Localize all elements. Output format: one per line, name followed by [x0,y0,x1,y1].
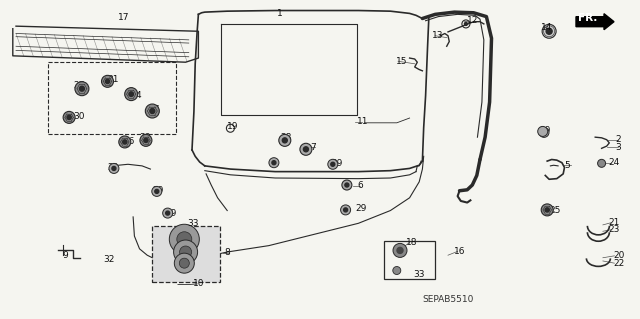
Text: 1: 1 [276,9,282,18]
Circle shape [150,108,155,114]
Circle shape [545,208,549,212]
Text: 33: 33 [413,270,424,279]
Circle shape [546,28,552,34]
Text: 6: 6 [357,181,363,190]
Text: 3: 3 [616,143,621,152]
Circle shape [129,92,134,96]
Text: 26: 26 [123,137,134,146]
Text: 18: 18 [406,238,418,247]
Circle shape [140,134,152,146]
Text: 22: 22 [613,259,625,268]
Circle shape [166,211,170,215]
Circle shape [177,232,192,247]
Circle shape [163,208,173,218]
Text: 33: 33 [187,219,198,228]
Bar [384,241,435,279]
Circle shape [340,205,351,215]
Circle shape [542,130,546,134]
Polygon shape [576,14,614,30]
Text: 29: 29 [108,163,119,172]
Circle shape [112,167,116,170]
Text: 14: 14 [541,23,552,32]
Text: 29: 29 [165,209,177,218]
Circle shape [397,248,403,253]
Circle shape [179,258,189,268]
Text: 24: 24 [608,158,620,167]
Text: 16: 16 [454,247,466,256]
Circle shape [331,162,335,166]
Circle shape [279,134,291,146]
Circle shape [79,86,84,91]
Text: 20: 20 [613,251,625,260]
Circle shape [152,186,162,197]
Circle shape [119,136,131,148]
Circle shape [344,208,348,212]
Text: 32: 32 [104,255,115,263]
Text: FR.: FR. [578,13,597,23]
Text: 21: 21 [608,218,620,227]
Circle shape [123,140,127,144]
Text: 12: 12 [467,16,479,25]
Text: 11: 11 [357,117,369,126]
Circle shape [102,75,113,87]
Text: 30: 30 [140,133,151,142]
Text: 29: 29 [539,126,550,135]
Text: 23: 23 [608,225,620,234]
Circle shape [300,143,312,155]
Circle shape [272,161,276,165]
Text: 29: 29 [332,159,343,168]
Bar [48,62,176,134]
Circle shape [155,189,159,193]
Circle shape [328,159,338,169]
Circle shape [106,79,109,84]
Circle shape [180,246,191,258]
Text: 19: 19 [227,122,239,131]
Circle shape [541,204,553,216]
Circle shape [342,180,352,190]
Text: 15: 15 [396,57,407,66]
Circle shape [539,127,549,137]
Text: 5: 5 [564,161,570,170]
Text: 2: 2 [616,135,621,144]
Text: 29: 29 [152,186,164,195]
Circle shape [282,138,287,143]
Circle shape [63,111,75,123]
Text: 9: 9 [63,251,68,260]
Circle shape [109,163,119,174]
Text: 31: 31 [108,75,119,84]
Circle shape [538,126,548,137]
Text: 7: 7 [310,143,316,152]
Circle shape [303,147,308,152]
Circle shape [145,104,159,118]
Circle shape [542,24,556,38]
Circle shape [598,159,605,167]
Text: 27: 27 [148,105,160,114]
Circle shape [174,253,195,273]
Text: 29: 29 [355,204,367,213]
Text: 30: 30 [74,112,85,121]
Circle shape [75,82,89,96]
Text: 10: 10 [193,279,205,288]
Circle shape [170,224,199,254]
Text: 17: 17 [118,13,130,22]
Text: 8: 8 [224,248,230,257]
Text: SEPAB5510: SEPAB5510 [422,295,474,304]
Text: 25: 25 [549,206,561,215]
Bar [152,226,220,282]
Circle shape [345,183,349,187]
Circle shape [269,158,279,168]
Text: 13: 13 [432,31,444,40]
Text: 28: 28 [280,133,292,142]
Circle shape [144,138,148,143]
Circle shape [393,243,407,257]
Circle shape [465,22,467,26]
Circle shape [67,115,71,120]
Circle shape [393,266,401,275]
Text: 4: 4 [136,91,141,100]
Text: 27: 27 [74,81,85,90]
Circle shape [125,88,138,100]
Circle shape [173,240,198,264]
